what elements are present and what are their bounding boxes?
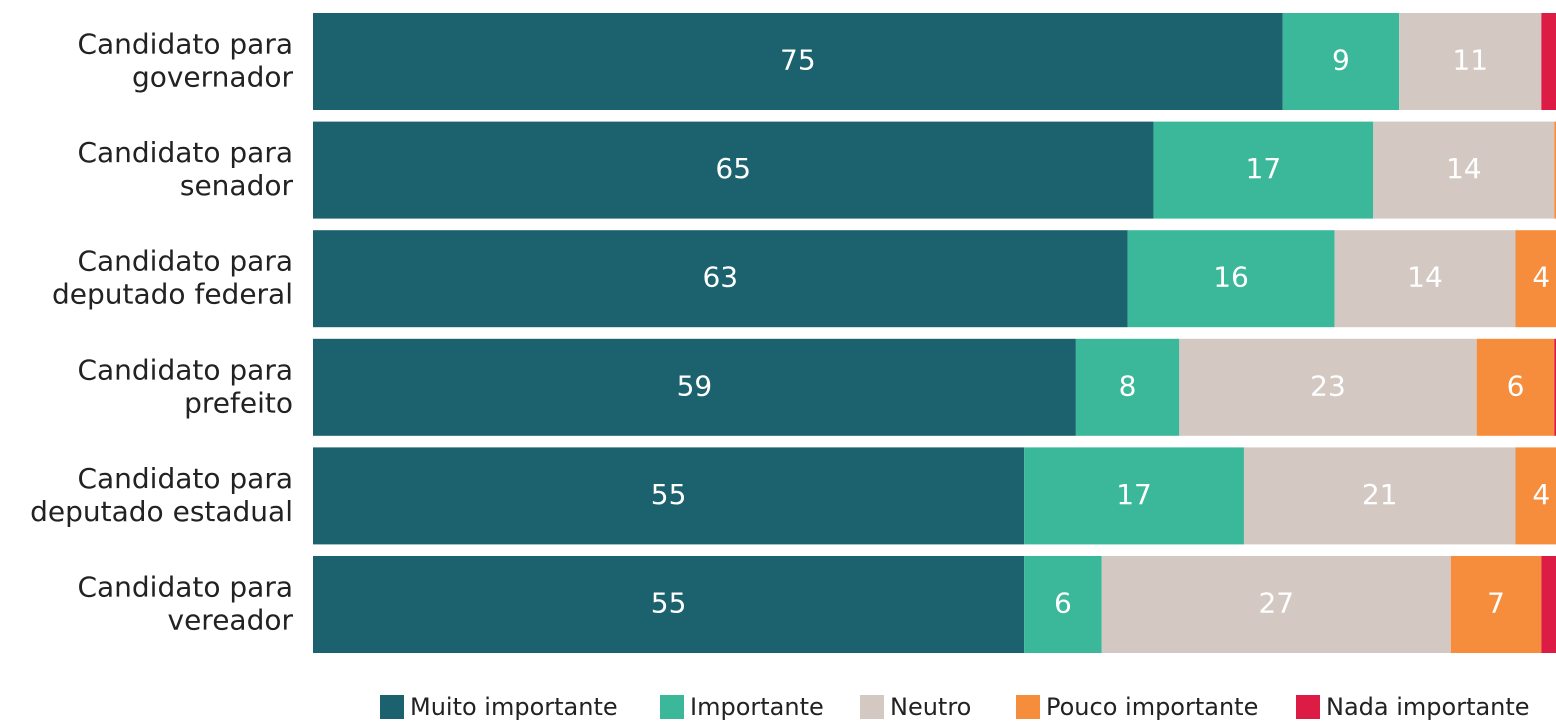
bar-segment	[1554, 338, 1556, 436]
legend-swatch	[380, 695, 404, 719]
bar-segment	[1450, 556, 1542, 653]
category-label: Candidato para	[77, 462, 293, 495]
value-label: 7	[1487, 587, 1505, 620]
legend-swatch	[1016, 695, 1040, 719]
value-label: 11	[1452, 44, 1488, 77]
bar-segment	[313, 13, 1283, 110]
bar-segment	[1024, 556, 1102, 653]
legend-swatch	[660, 695, 684, 719]
bar-segment	[313, 338, 1076, 436]
bar-segment	[313, 556, 1025, 653]
bar-segment	[1541, 556, 1556, 653]
category-label: governador	[132, 61, 294, 94]
value-label: 14	[1407, 261, 1443, 294]
value-label: 4	[1532, 261, 1550, 294]
value-label: 17	[1246, 152, 1282, 185]
category-label: Candidato para	[77, 28, 293, 61]
bar-segment	[313, 230, 1128, 328]
bar-segment	[1541, 13, 1556, 110]
value-label: 59	[677, 369, 713, 402]
bar-segment	[313, 447, 1025, 545]
value-label: 63	[702, 261, 738, 294]
value-label: 6	[1507, 369, 1525, 402]
bar-segment	[1179, 338, 1477, 436]
value-label: 21	[1362, 478, 1398, 511]
value-label: 8	[1119, 369, 1137, 402]
value-label: 55	[651, 587, 687, 620]
value-label: 23	[1310, 369, 1346, 402]
value-label: 65	[715, 152, 751, 185]
legend-label: Nada importante	[1326, 693, 1530, 721]
bar-segment	[1127, 230, 1335, 328]
value-label: 6	[1054, 587, 1072, 620]
legend-label: Muito importante	[410, 693, 618, 721]
legend-swatch	[860, 695, 884, 719]
bar-segment	[1101, 556, 1451, 653]
legend-label: Pouco importante	[1046, 693, 1258, 721]
value-label: 55	[651, 478, 687, 511]
bar-segment	[1399, 13, 1542, 110]
bar-segment	[1334, 230, 1516, 328]
bar-segment	[1243, 447, 1516, 545]
bar-segment	[1075, 338, 1180, 436]
legend-swatch	[1296, 695, 1320, 719]
bar-segment	[313, 121, 1154, 219]
bar-segment	[1554, 121, 1556, 219]
category-label: Candidato para	[77, 136, 293, 169]
value-label: 4	[1532, 478, 1550, 511]
category-label: Candidato para	[77, 353, 293, 386]
value-label: 9	[1332, 44, 1350, 77]
bar-segment	[1282, 13, 1400, 110]
category-label: deputado federal	[52, 278, 293, 311]
category-label: senador	[180, 169, 294, 202]
value-label: 75	[780, 44, 816, 77]
value-label: 17	[1116, 478, 1152, 511]
category-label: Candidato para	[77, 571, 293, 604]
category-label: vereador	[168, 604, 294, 637]
legend-label: Neutro	[890, 693, 971, 721]
category-label: prefeito	[184, 386, 293, 419]
bar-segment	[1373, 121, 1555, 219]
value-label: 14	[1446, 152, 1482, 185]
bar-segment	[1153, 121, 1374, 219]
value-label: 16	[1213, 261, 1249, 294]
bar-segment	[1515, 230, 1556, 328]
bar-segment	[1476, 338, 1555, 436]
bar-segment	[1515, 447, 1556, 545]
value-label: 27	[1258, 587, 1294, 620]
category-label: deputado estadual	[30, 495, 293, 528]
category-label: Candidato para	[77, 245, 293, 278]
bar-segment	[1024, 447, 1244, 545]
legend-label: Importante	[690, 693, 824, 721]
